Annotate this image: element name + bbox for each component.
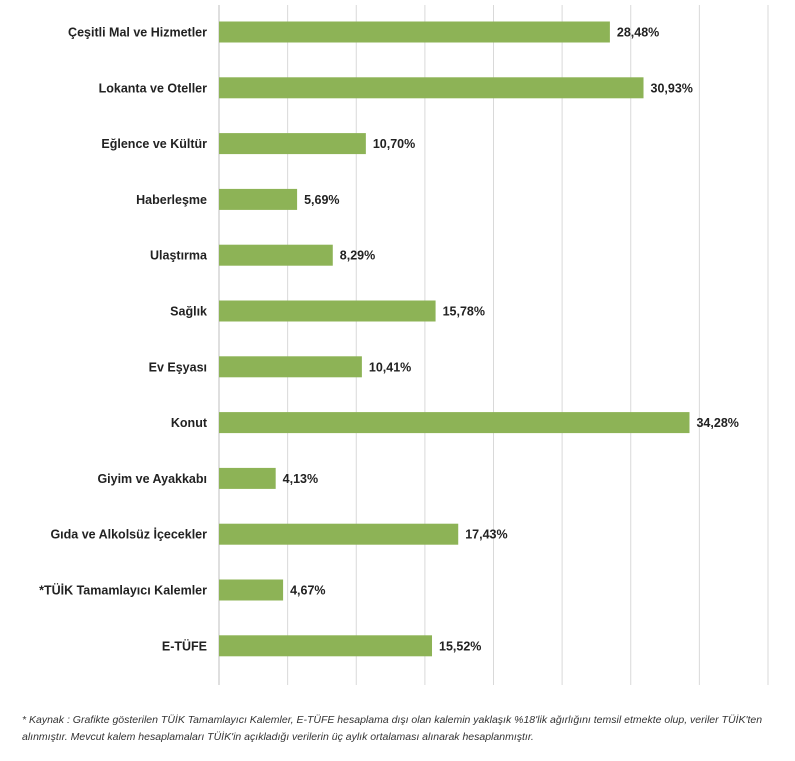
source-footnote: * Kaynak : Grafikte gösterilen TÜİK Tama…: [22, 714, 763, 743]
category-label: Konut: [171, 416, 208, 430]
bar: [219, 356, 362, 378]
value-label: 4,13%: [283, 472, 318, 486]
value-labels: 28,48% 30,93% 10,70% 5,69% 8,29% 15,78% 10,41%…: [283, 26, 739, 654]
value-label: 10,70%: [373, 137, 415, 151]
bar: [219, 77, 644, 99]
value-label: 8,29%: [340, 249, 375, 263]
value-label: 5,69%: [304, 193, 339, 207]
bar: [219, 244, 333, 266]
category-label: Gıda ve Alkolsüz İçecekler: [50, 527, 207, 542]
value-label: 28,48%: [617, 26, 659, 40]
bar: [219, 133, 366, 155]
bars: [219, 21, 690, 657]
category-label: Çeşitli Mal ve Hizmetler: [68, 26, 207, 40]
value-label: 15,52%: [439, 639, 481, 653]
category-labels: Çeşitli Mal ve Hizmetler Lokanta ve Otell…: [39, 26, 208, 654]
value-label: 15,78%: [443, 305, 485, 319]
value-label: 10,41%: [369, 360, 411, 374]
category-label: Eğlence ve Kültür: [101, 137, 207, 151]
bar: [219, 21, 610, 43]
bar: [219, 188, 298, 210]
bar: [219, 579, 284, 601]
value-label: 17,43%: [465, 528, 507, 542]
category-label: Ev Eşyası: [149, 360, 207, 374]
bar: [219, 523, 459, 545]
bar: [219, 467, 276, 489]
category-label: *TÜİK Tamamlayıcı Kalemler: [39, 583, 207, 598]
category-label: Sağlık: [170, 305, 207, 319]
category-label: E-TÜFE: [162, 638, 207, 653]
category-label: Ulaştırma: [150, 249, 208, 263]
bar: [219, 300, 436, 322]
bar: [219, 412, 690, 434]
bar-chart: Çeşitli Mal ve Hizmetler Lokanta ve Otell…: [39, 5, 769, 685]
gridlines: [218, 5, 769, 685]
category-label: Giyim ve Ayakkabı: [97, 472, 207, 486]
value-label: 34,28%: [696, 416, 738, 430]
category-label: Haberleşme: [136, 193, 207, 207]
value-label: 4,67%: [290, 584, 325, 598]
value-label: 30,93%: [651, 81, 693, 95]
category-label: Lokanta ve Oteller: [99, 81, 208, 95]
bar: [219, 635, 433, 657]
